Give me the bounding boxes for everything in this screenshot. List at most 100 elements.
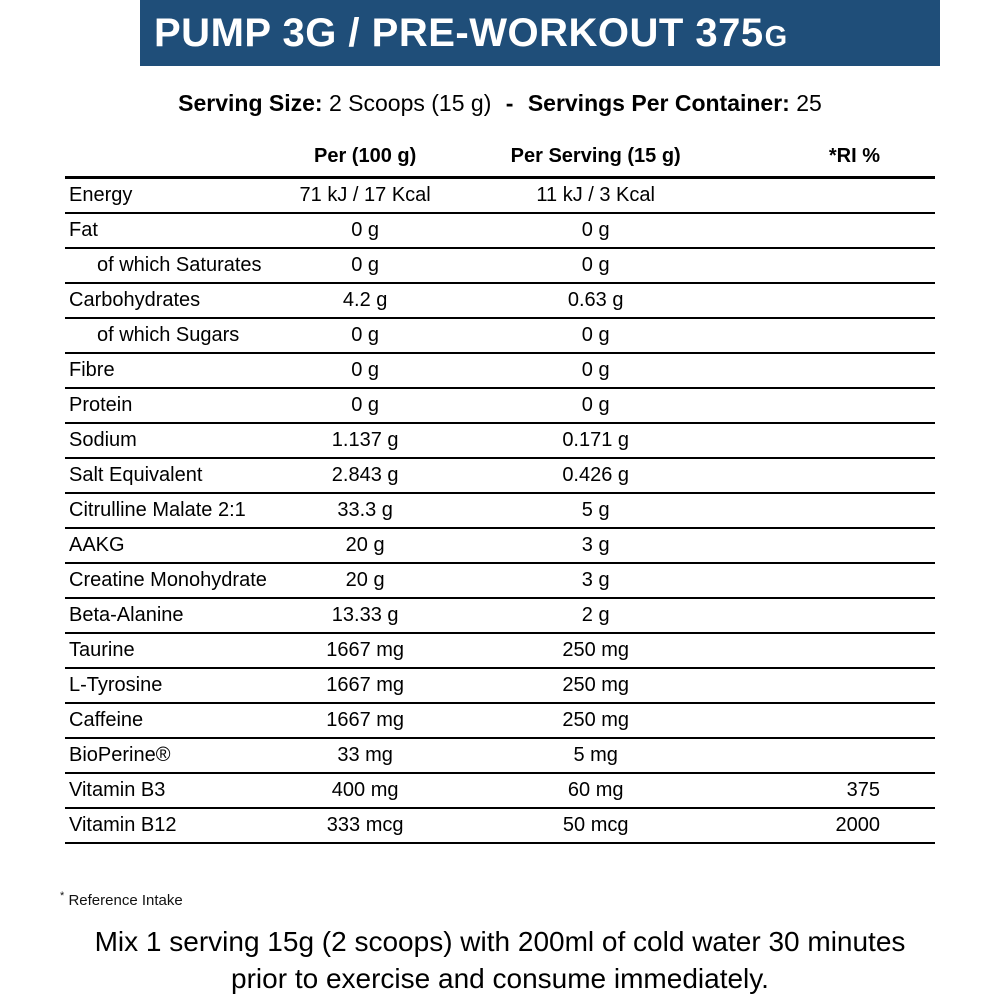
table-row: Taurine 1667 mg 250 mg	[65, 633, 935, 669]
ri-percent-cell	[717, 458, 935, 494]
serving-size-label: Serving Size:	[178, 90, 323, 116]
per-100g-cell: 333 mcg	[256, 808, 474, 844]
nutrient-name-cell: Protein	[65, 388, 257, 424]
per-serving-cell: 0.63 g	[473, 283, 718, 319]
per-serving-cell: 0 g	[473, 388, 718, 424]
per-serving-cell: 3 g	[473, 528, 718, 564]
table-row: BioPerine® 33 mg 5 mg	[65, 738, 935, 774]
nutrient-name-cell: BioPerine®	[65, 738, 257, 774]
ri-percent-cell	[717, 213, 935, 249]
per-100g-cell: 1667 mg	[256, 633, 474, 669]
serving-info-separator: -	[505, 90, 514, 116]
table-row: Caffeine 1667 mg 250 mg	[65, 703, 935, 739]
per-100g-cell: 0 g	[256, 388, 474, 424]
servings-per-container-label: Servings Per Container:	[527, 90, 790, 116]
per-serving-column-header: Per Serving (15 g)	[473, 137, 718, 179]
table-row: Carbohydrates 4.2 g 0.63 g	[65, 283, 935, 319]
per-serving-cell: 0 g	[473, 248, 718, 284]
ri-percent-cell	[717, 668, 935, 704]
ri-percent-cell	[717, 528, 935, 564]
per-serving-cell: 60 mg	[473, 773, 718, 809]
nutrient-column-header	[65, 137, 257, 179]
per-serving-cell: 0 g	[473, 213, 718, 249]
ri-percent-cell: 2000	[717, 808, 935, 844]
ri-percent-cell	[717, 633, 935, 669]
per-serving-cell: 50 mcg	[473, 808, 718, 844]
nutrient-name-cell: Taurine	[65, 633, 257, 669]
ri-percent-cell	[717, 563, 935, 599]
per-100g-cell: 1.137 g	[256, 423, 474, 459]
table-row: L-Tyrosine 1667 mg 250 mg	[65, 668, 935, 704]
table-row: Salt Equivalent 2.843 g 0.426 g	[65, 458, 935, 494]
per-serving-cell: 0 g	[473, 353, 718, 389]
product-title-bar: PUMP 3G / PRE-WORKOUT 375G	[140, 0, 940, 66]
product-title-unit: G	[764, 21, 788, 53]
per-100g-cell: 33.3 g	[256, 493, 474, 529]
nutrition-table-body: Energy 71 kJ / 17 Kcal 11 kJ / 3 Kcal Fat 0 …	[65, 177, 935, 844]
per-serving-cell: 0.426 g	[473, 458, 718, 494]
serving-info-line: Serving Size: 2 Scoops (15 g) - Servings…	[0, 90, 1000, 117]
instructions-line-2: prior to exercise and consume immediatel…	[231, 963, 769, 994]
instructions-line-1: Mix 1 serving 15g (2 scoops) with 200ml …	[94, 926, 906, 957]
per-serving-cell: 0 g	[473, 318, 718, 354]
table-row: Vitamin B12 333 mcg 50 mcg 2000	[65, 808, 935, 844]
nutrient-name-cell: of which Sugars	[65, 318, 257, 354]
ri-percent-cell	[717, 493, 935, 529]
ri-percent-cell	[717, 283, 935, 319]
footnote-text: Reference Intake	[68, 892, 183, 909]
per-100g-cell: 13.33 g	[256, 598, 474, 634]
per-serving-cell: 250 mg	[473, 703, 718, 739]
table-header-row: Per (100 g) Per Serving (15 g) *RI %	[65, 137, 935, 179]
per-100g-cell: 71 kJ / 17 Kcal	[256, 177, 474, 214]
ri-percent-cell	[717, 177, 935, 214]
nutrient-name-cell: Salt Equivalent	[65, 458, 257, 494]
nutrient-name-cell: Caffeine	[65, 703, 257, 739]
table-row: Vitamin B3 400 mg 60 mg 375	[65, 773, 935, 809]
ri-percent-cell	[717, 738, 935, 774]
per-100g-cell: 1667 mg	[256, 668, 474, 704]
ri-percent-cell	[717, 598, 935, 634]
per-serving-cell: 11 kJ / 3 Kcal	[473, 177, 718, 214]
usage-instructions: Mix 1 serving 15g (2 scoops) with 200ml …	[0, 923, 1000, 997]
per-100g-column-header: Per (100 g)	[256, 137, 474, 179]
per-100g-cell: 400 mg	[256, 773, 474, 809]
nutrient-name-cell: Fibre	[65, 353, 257, 389]
per-serving-cell: 0.171 g	[473, 423, 718, 459]
ri-percent-cell	[717, 388, 935, 424]
table-row: Sodium 1.137 g 0.171 g	[65, 423, 935, 459]
per-serving-cell: 250 mg	[473, 668, 718, 704]
nutrient-name-cell: Creatine Monohydrate	[65, 563, 267, 599]
nutrient-name-cell: AAKG	[65, 528, 257, 564]
ri-column-header: *RI %	[717, 137, 935, 179]
per-100g-cell: 20 g	[256, 528, 474, 564]
per-100g-cell: 2.843 g	[256, 458, 474, 494]
reference-intake-footnote: * Reference Intake	[60, 890, 1000, 909]
per-serving-cell: 5 mg	[473, 738, 718, 774]
per-serving-cell: 250 mg	[473, 633, 718, 669]
nutrient-name-cell: Beta-Alanine	[65, 598, 257, 634]
nutrient-name-cell: Sodium	[65, 423, 257, 459]
ri-percent-cell	[717, 318, 935, 354]
nutrient-name-cell: of which Saturates	[65, 248, 262, 284]
nutrient-name-cell: L-Tyrosine	[65, 668, 257, 704]
per-serving-cell: 3 g	[473, 563, 718, 599]
ri-percent-cell	[717, 703, 935, 739]
nutrient-name-cell: Energy	[65, 177, 257, 214]
nutrient-name-cell: Fat	[65, 213, 257, 249]
per-100g-cell: 1667 mg	[256, 703, 474, 739]
serving-size-value: 2 Scoops (15 g)	[328, 90, 492, 116]
per-100g-cell: 0 g	[256, 318, 474, 354]
ri-percent-cell	[717, 423, 935, 459]
nutrient-name-cell: Carbohydrates	[65, 283, 257, 319]
ri-percent-cell	[717, 353, 935, 389]
per-100g-cell: 20 g	[256, 563, 474, 599]
